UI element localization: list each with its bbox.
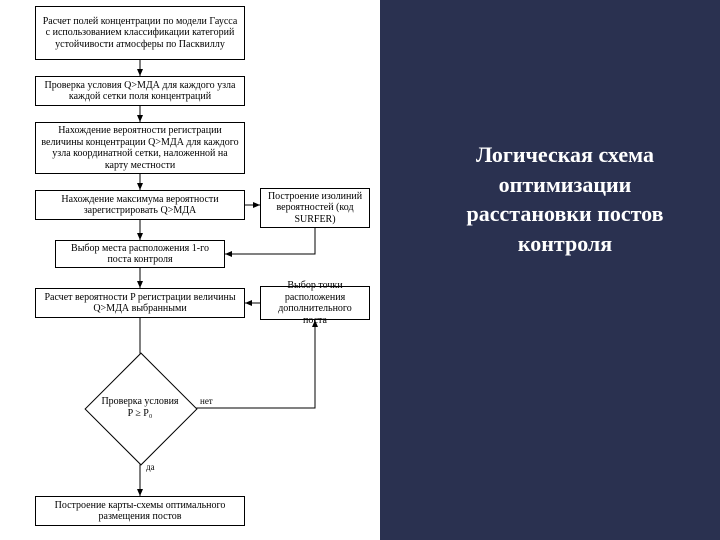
flowchart-node: Нахождение вероятности регистрации велич… bbox=[35, 122, 245, 174]
edge-label: нет bbox=[200, 396, 213, 406]
slide-title: Логическая схема оптимизации расстановки… bbox=[440, 140, 690, 259]
flowchart-decision-label: Проверка условияP ≥ P₀ bbox=[85, 396, 195, 419]
flowchart-node: Расчет вероятности P регистрации величин… bbox=[35, 288, 245, 318]
flowchart-node: Нахождение максимума вероятности зарегис… bbox=[35, 190, 245, 220]
flowchart-node: Выбор места расположения 1-го поста конт… bbox=[55, 240, 225, 268]
flowchart-node: Расчет полей концентрации по модели Гаус… bbox=[35, 6, 245, 60]
flowchart-panel: Расчет полей концентрации по модели Гаус… bbox=[0, 0, 380, 540]
flowchart-node: Построение изолиний вероятностей (код SU… bbox=[260, 188, 370, 228]
edge-label: да bbox=[146, 462, 155, 472]
flowchart-node: Проверка условия Q>МДА для каждого узла … bbox=[35, 76, 245, 106]
flowchart-node: Выбор точки расположения дополнительного… bbox=[260, 286, 370, 320]
flowchart-node: Построение карты-схемы оптимального разм… bbox=[35, 496, 245, 526]
